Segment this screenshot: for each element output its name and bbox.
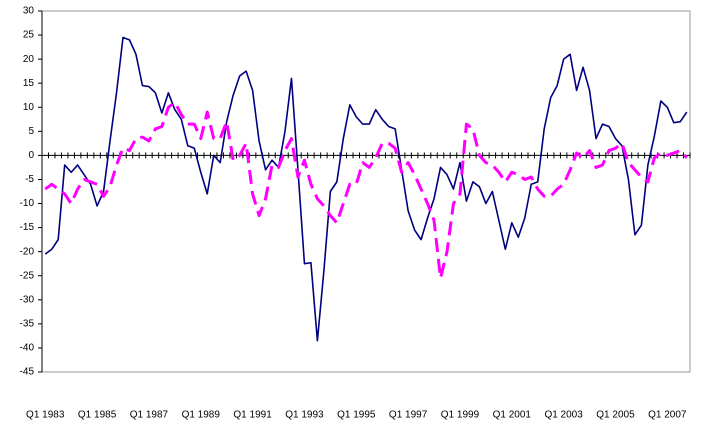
x-tick-label: Q1 1997: [389, 410, 428, 421]
x-tick-label: Q1 2007: [648, 410, 687, 421]
y-tick-label: 10: [23, 102, 35, 113]
x-tick-label: Q1 1995: [337, 410, 376, 421]
series-line: [44, 100, 688, 280]
y-tick-label: 20: [23, 54, 35, 65]
y-tick-label: -35: [20, 319, 35, 330]
y-tick-label: -10: [20, 198, 35, 209]
y-tick-label: 5: [28, 126, 34, 137]
x-tick-label: Q1 1987: [130, 410, 169, 421]
y-tick-label: -20: [20, 246, 35, 257]
series-line: [44, 36, 688, 342]
y-tick-label: -30: [20, 294, 35, 305]
y-tick-label: -25: [20, 270, 35, 281]
y-tick-label: -15: [20, 222, 35, 233]
plot-area: [41, 10, 691, 373]
y-tick-label: -5: [25, 174, 34, 185]
x-tick-label: Q1 2003: [544, 410, 583, 421]
x-tick-label: Q1 1989: [182, 410, 221, 421]
x-tick-label: Q1 1983: [26, 410, 65, 421]
y-tick-label: 30: [23, 6, 35, 17]
y-tick-label: 0: [28, 150, 34, 161]
y-tick-label: -40: [20, 343, 35, 354]
y-tick-label: 15: [23, 78, 35, 89]
x-tick-label: Q1 1999: [441, 410, 480, 421]
x-tick-label: Q1 1993: [285, 410, 324, 421]
x-tick-label: Q1 2001: [493, 410, 532, 421]
x-tick-label: Q1 1985: [78, 410, 117, 421]
x-tick-label: Q1 2005: [596, 410, 635, 421]
y-tick-label: -45: [20, 367, 35, 378]
y-tick-label: 25: [23, 30, 35, 41]
x-tick-label: Q1 1991: [233, 410, 272, 421]
